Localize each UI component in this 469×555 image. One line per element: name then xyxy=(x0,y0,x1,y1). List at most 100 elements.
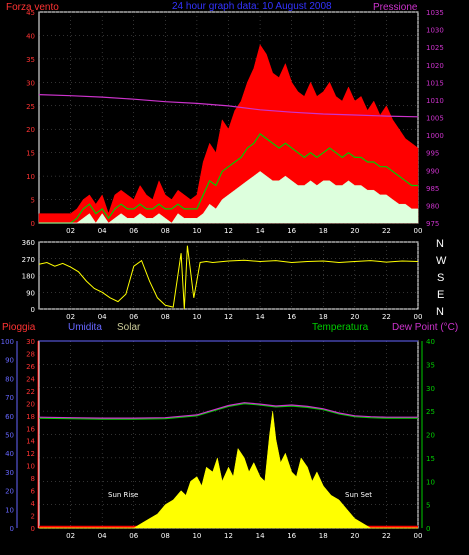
chart-title: 24 hour graph data: 10 August 2008 xyxy=(172,1,332,12)
rain-tick-label: 20 xyxy=(26,400,35,408)
x-tick-label: 08 xyxy=(161,227,170,235)
x-tick-label: 16 xyxy=(287,313,296,321)
rain-tick-label: 28 xyxy=(26,350,35,358)
humidity-tick-label: 80 xyxy=(5,375,14,383)
x-tick-label: 22 xyxy=(382,532,391,540)
rain-tick-label: 8 xyxy=(31,475,35,483)
dewpoint-label: Dew Point (°C) xyxy=(392,322,458,333)
x-tick-label: 18 xyxy=(319,227,328,235)
temperature-tick-label: 35 xyxy=(426,361,435,369)
x-tick-label: 08 xyxy=(161,532,170,540)
humidity-tick-label: 100 xyxy=(1,338,14,346)
wind-tick-label: 15 xyxy=(26,150,35,158)
x-tick-label: 00 xyxy=(414,227,423,235)
x-tick-label: 04 xyxy=(98,532,107,540)
humidity-tick-label: 10 xyxy=(5,506,14,514)
wind-tick-label: 30 xyxy=(26,79,35,87)
sunset-annotation: Sun Set xyxy=(345,491,372,499)
pressure-tick-label: 1020 xyxy=(426,62,444,70)
dewpoint-line xyxy=(38,402,418,419)
rain-tick-label: 30 xyxy=(26,338,35,346)
humidity-tick-label: 70 xyxy=(5,394,14,402)
x-tick-label: 02 xyxy=(66,532,75,540)
rain-tick-label: 16 xyxy=(26,425,35,433)
direction-tick-label: 0 xyxy=(31,306,35,314)
wind-tick-label: 35 xyxy=(26,56,35,64)
pressure-tick-label: 975 xyxy=(426,220,439,228)
sunrise-annotation: Sun Rise xyxy=(108,491,138,499)
pressure-tick-label: 1030 xyxy=(426,27,444,35)
x-tick-label: 14 xyxy=(256,313,265,321)
dir-label-w: W xyxy=(436,255,447,267)
x-tick-label: 06 xyxy=(129,227,138,235)
x-tick-label: 10 xyxy=(192,227,201,235)
direction-tick-label: 360 xyxy=(22,239,35,247)
x-tick-label: 04 xyxy=(98,227,107,235)
temperature-tick-label: 15 xyxy=(426,455,435,463)
x-tick-label: 20 xyxy=(350,313,359,321)
x-tick-label: 04 xyxy=(98,313,107,321)
humidity-tick-label: 30 xyxy=(5,469,14,477)
humidity-tick-label: 90 xyxy=(5,357,14,365)
humidity-tick-label: 0 xyxy=(10,525,14,533)
pressure-line xyxy=(38,94,419,118)
rain-tick-label: 10 xyxy=(26,463,35,471)
x-tick-label: 12 xyxy=(224,227,233,235)
x-tick-label: 20 xyxy=(350,532,359,540)
x-tick-label: 00 xyxy=(414,313,423,321)
dir-label-n-top: N xyxy=(436,238,444,250)
humidity-tick-label: 20 xyxy=(5,488,14,496)
pressure-tick-label: 990 xyxy=(426,167,439,175)
pressure-tick-label: 985 xyxy=(426,185,439,193)
temperature-tick-label: 20 xyxy=(426,432,435,440)
pressure-tick-label: 1005 xyxy=(426,115,444,123)
rain-tick-label: 12 xyxy=(26,450,35,458)
x-tick-label: 22 xyxy=(382,313,391,321)
wind-tick-label: 10 xyxy=(26,173,35,181)
wind-tick-label: 25 xyxy=(26,103,35,111)
dir-label-s: S xyxy=(437,272,444,284)
rain-tick-label: 22 xyxy=(26,388,35,396)
grid-lines xyxy=(16,11,423,529)
temperature-tick-label: 25 xyxy=(426,408,435,416)
pressure-tick-label: 995 xyxy=(426,150,439,158)
wind-axis-label: Forza vento xyxy=(6,2,59,13)
rain-axis-label: Pioggia xyxy=(2,322,36,333)
direction-line xyxy=(38,245,419,310)
x-tick-label: 06 xyxy=(129,313,138,321)
temperature-line xyxy=(38,402,418,420)
temperature-tick-label: 30 xyxy=(426,385,435,393)
rain-tick-label: 18 xyxy=(26,413,35,421)
wind-max-area xyxy=(38,44,419,224)
temperature-tick-label: 10 xyxy=(426,478,435,486)
wind-tick-label: 0 xyxy=(31,220,35,228)
x-tick-label: 02 xyxy=(66,313,75,321)
x-tick-label: 18 xyxy=(319,313,328,321)
wind-tick-label: 40 xyxy=(26,32,35,40)
x-tick-label: 08 xyxy=(161,313,170,321)
dir-label-n-bottom: N xyxy=(436,306,444,318)
wind-min-area xyxy=(39,171,419,224)
rain-tick-label: 26 xyxy=(26,363,35,371)
pressure-tick-label: 1010 xyxy=(426,97,444,105)
x-tick-label: 16 xyxy=(287,227,296,235)
humidity-tick-label: 40 xyxy=(5,450,14,458)
rain-tick-label: 6 xyxy=(31,488,36,496)
solar-area xyxy=(39,411,418,529)
temperature-label: Temperatura xyxy=(312,322,369,333)
wind-tick-label: 5 xyxy=(31,197,35,205)
series-layer xyxy=(38,44,419,529)
x-tick-label: 14 xyxy=(256,227,265,235)
wind-tick-label: 20 xyxy=(26,126,35,134)
temperature-tick-label: 40 xyxy=(426,338,435,346)
rain-tick-label: 4 xyxy=(31,500,36,508)
temperature-tick-label: 0 xyxy=(426,525,430,533)
pressure-tick-label: 1025 xyxy=(426,44,444,52)
direction-tick-label: 270 xyxy=(22,256,35,264)
solar-label: Solar xyxy=(117,322,141,333)
x-tick-label: 06 xyxy=(129,532,138,540)
pressure-tick-label: 1015 xyxy=(426,79,444,87)
x-tick-label: 10 xyxy=(192,313,201,321)
pressure-tick-label: 1035 xyxy=(426,9,444,17)
